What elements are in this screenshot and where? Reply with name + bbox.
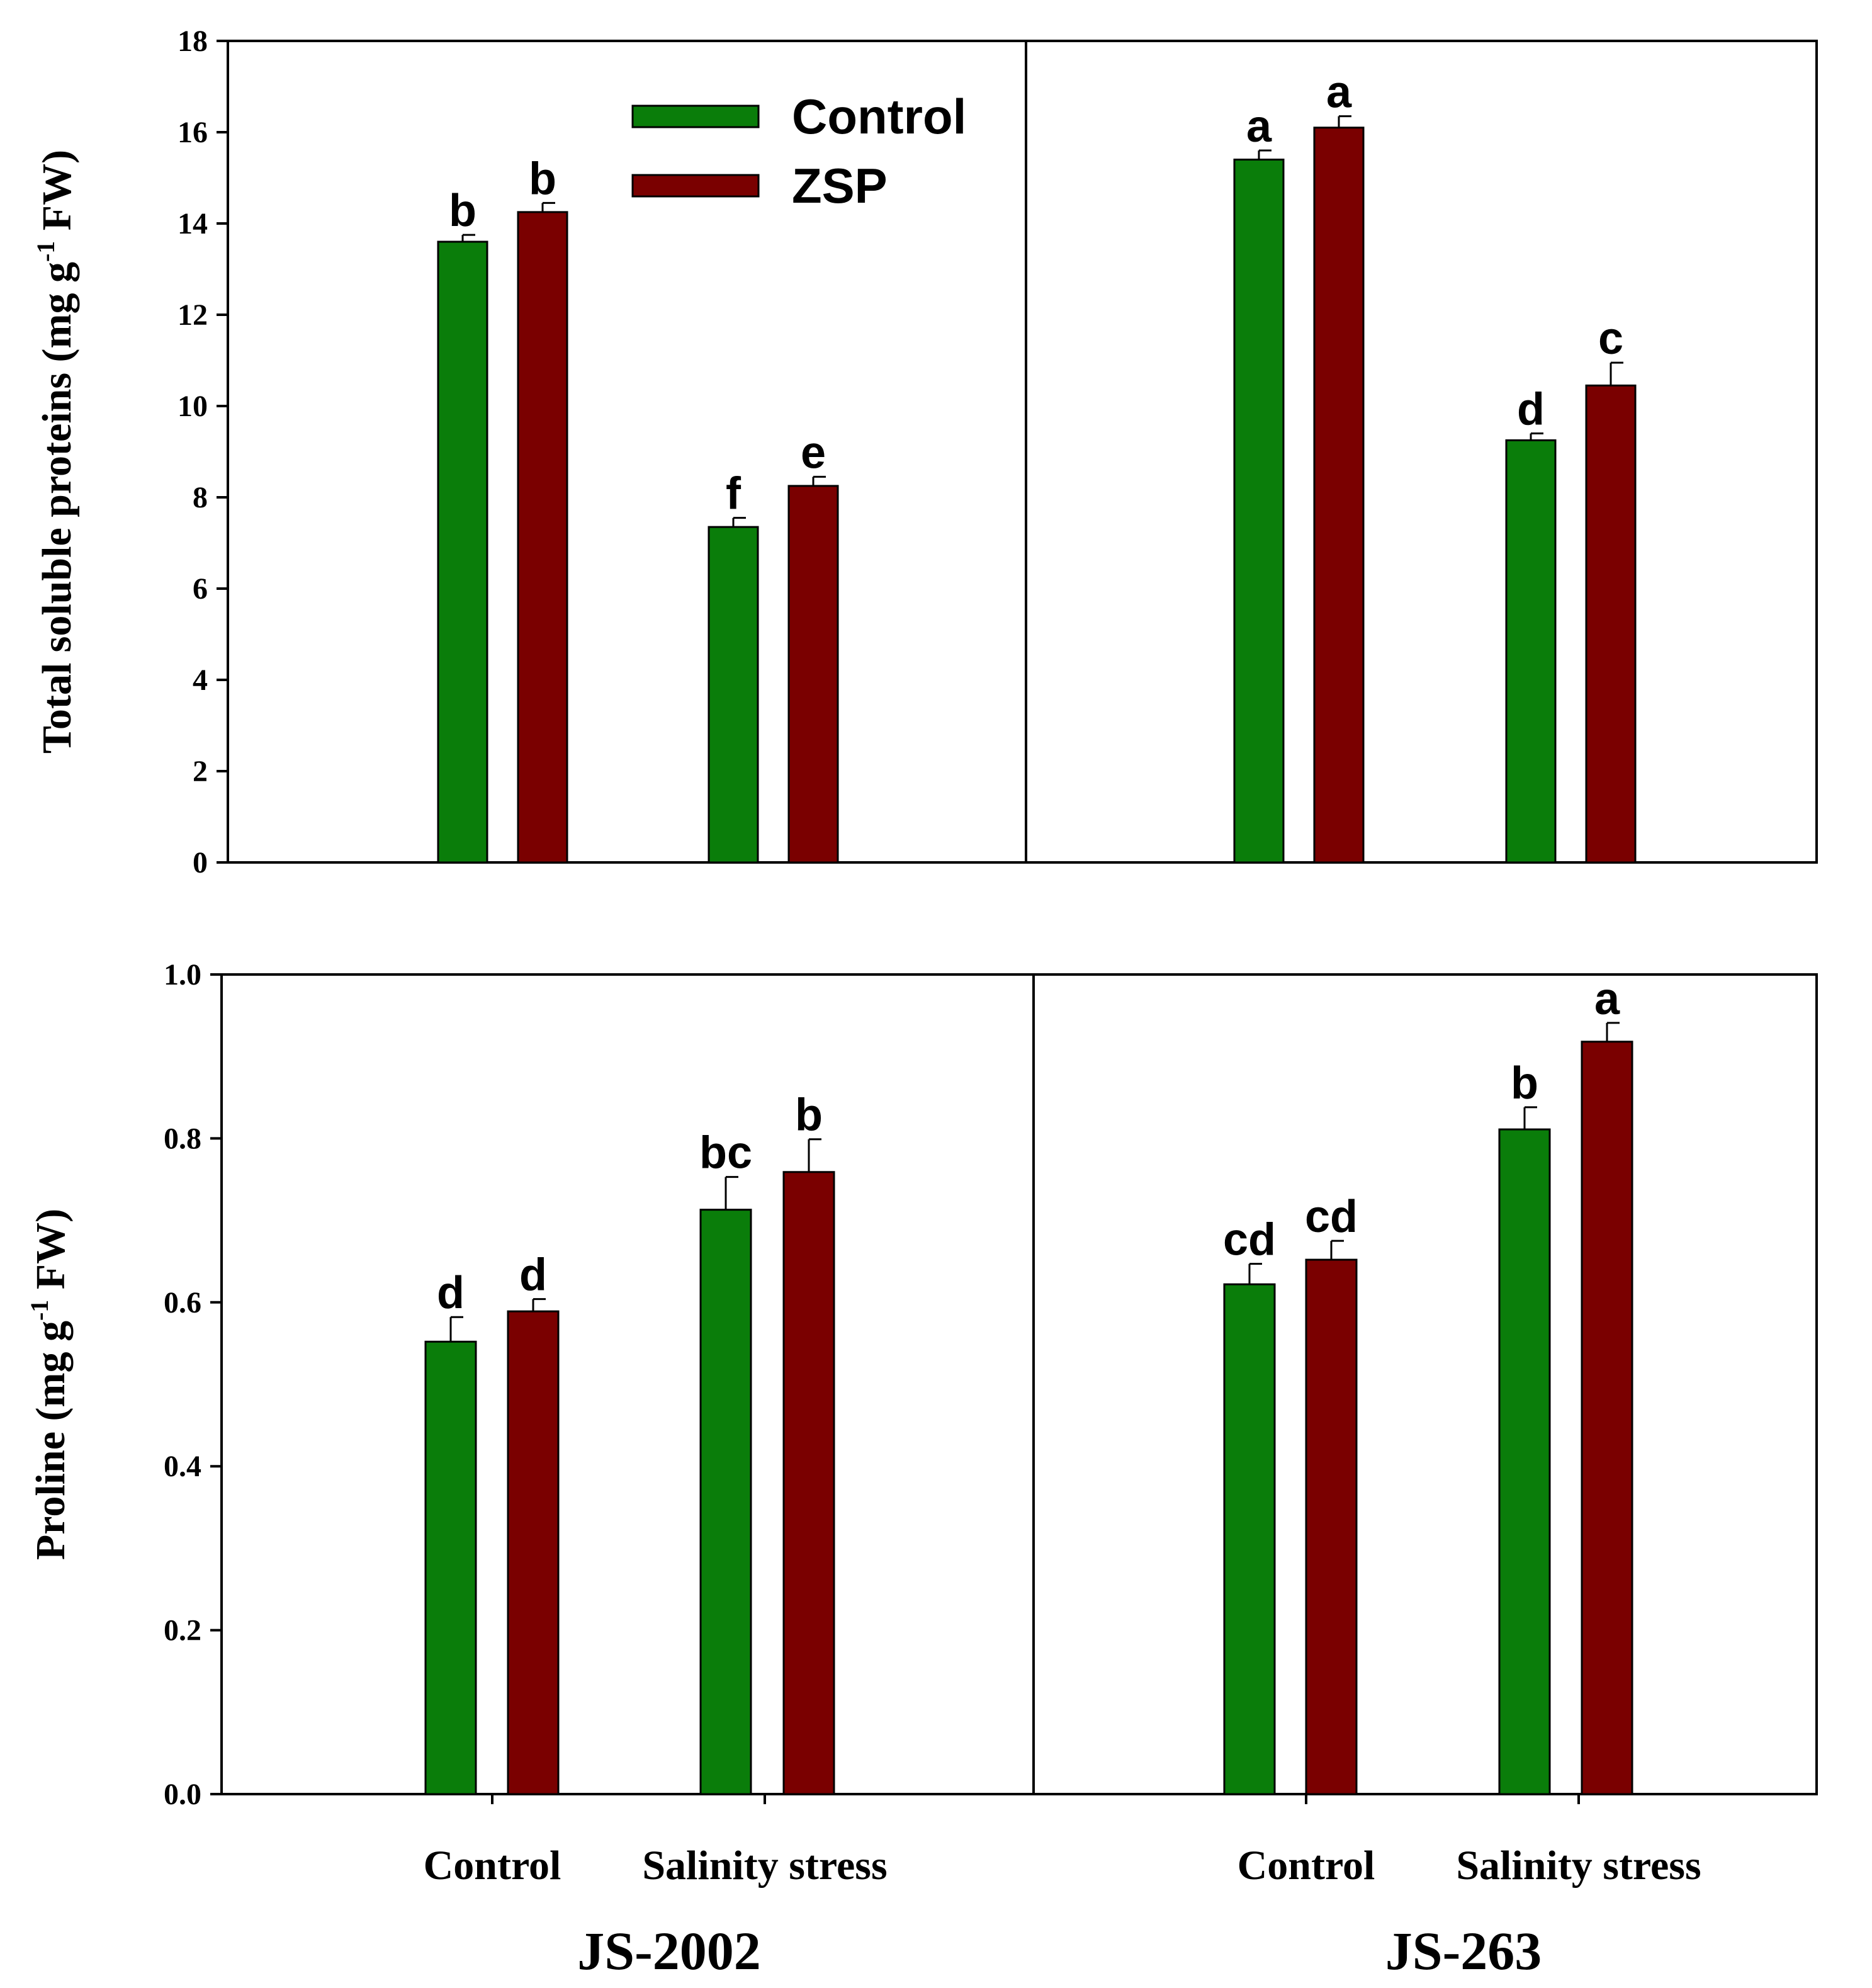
y-axis-title: Proline (mg g-1 FW) <box>25 1209 74 1560</box>
x-category-label-js263-salinity: Salinity stress <box>1456 1843 1701 1889</box>
y-tick-label: 4 <box>193 664 208 697</box>
legend: Control ZSP <box>631 89 966 213</box>
significance-letter: b <box>529 154 556 204</box>
significance-letter: d <box>437 1268 465 1318</box>
y-axis-title-sup: -1 <box>25 1300 54 1321</box>
y-tick-label: 1.0 <box>164 958 201 991</box>
y-tick-label: 10 <box>178 390 208 423</box>
bar-js-2002-salinity-stress-zsp <box>787 485 839 864</box>
significance-letter: a <box>1326 67 1352 118</box>
panels: 0 2 4 6 8 10 12 14 16 18 Total soluble proteins (m… <box>25 25 1818 1811</box>
y-axis-title-main: Proline (mg g <box>28 1321 74 1560</box>
bar-js-2002-salinity-stress-control <box>708 526 759 864</box>
significance-letter: b <box>795 1090 823 1141</box>
significance-letter: a <box>1246 101 1272 152</box>
y-tick-label: 0.4 <box>164 1450 201 1483</box>
significance-letter: a <box>1594 974 1620 1024</box>
y-tick-label: 16 <box>178 116 208 149</box>
y-axis-title-sup: -1 <box>31 241 60 262</box>
x-category-label-js263-control: Control <box>1238 1843 1375 1889</box>
y-tick-label: 0.6 <box>164 1286 201 1319</box>
bar-js-2002-control-control <box>437 240 488 864</box>
y-tick-label: 12 <box>178 298 208 332</box>
y-tick-label: 0 <box>193 846 208 879</box>
y-axis-title-unit: FW) <box>34 150 80 241</box>
significance-letter: cd <box>1305 1192 1358 1242</box>
legend-swatch-control <box>631 104 760 128</box>
bar-js-2002-control-control <box>424 1340 477 1795</box>
legend-label-zsp: ZSP <box>792 158 888 213</box>
significance-letter: b <box>1511 1058 1538 1109</box>
bar-js-263-control-control <box>1223 1283 1276 1795</box>
y-tick-label: 18 <box>178 25 208 58</box>
bar-js-2002-control-zsp <box>517 211 568 864</box>
bar-js-263-salinity-stress-zsp <box>1585 384 1637 864</box>
y-axis-title-main: Total soluble proteins (mg g <box>34 262 80 754</box>
y-tick-label: 14 <box>178 207 208 240</box>
legend-swatch-zsp <box>631 174 760 198</box>
legend-label-control: Control <box>792 89 966 144</box>
bar-js-263-control-control <box>1233 159 1285 864</box>
y-tick-label: 0.2 <box>164 1614 201 1647</box>
significance-letter: cd <box>1223 1215 1276 1265</box>
y-axis-title: Total soluble proteins (mg g-1 FW) <box>31 150 80 754</box>
significance-letter: e <box>801 427 826 478</box>
x-category-label-js2002-salinity: Salinity stress <box>642 1843 887 1889</box>
y-axis-title-unit: FW) <box>28 1209 74 1300</box>
significance-letter: f <box>726 469 741 519</box>
panel-2: 0.0 0.2 0.4 0.6 0.8 1.0 Proline (mg g-1 FW) d d b… <box>25 958 1818 1811</box>
x-category-label-js2002-control: Control <box>424 1843 561 1889</box>
y-tick-label: 2 <box>193 755 208 788</box>
y-tick-label: 8 <box>193 481 208 514</box>
significance-letter: bc <box>699 1128 752 1178</box>
bar-js-263-salinity-stress-control <box>1498 1128 1551 1795</box>
group-label-js263: JS-263 <box>1385 1921 1542 1981</box>
bar-js-2002-salinity-stress-control <box>699 1209 752 1795</box>
panel-1: 0 2 4 6 8 10 12 14 16 18 Total soluble proteins (m… <box>31 25 1818 879</box>
significance-letter: d <box>519 1250 547 1301</box>
y-tick-label: 0.8 <box>164 1122 201 1155</box>
x-axis-labels: Control Salinity stress Control Salinity… <box>424 1843 1701 1981</box>
bar-js-2002-control-zsp <box>507 1310 560 1795</box>
plot-frame <box>220 973 1818 1795</box>
bar-js-263-salinity-stress-control <box>1505 439 1557 864</box>
plot-frame <box>227 40 1818 864</box>
bar-js-263-control-zsp <box>1305 1258 1358 1795</box>
bar-js-263-control-zsp <box>1313 127 1365 864</box>
significance-letter: d <box>1517 385 1545 435</box>
significance-letter: c <box>1598 313 1623 364</box>
bar-js-263-salinity-stress-zsp <box>1581 1041 1633 1795</box>
significance-letter: b <box>449 186 476 236</box>
y-tick-label: 0.0 <box>164 1778 201 1811</box>
y-tick-label: 6 <box>193 572 208 606</box>
bar-js-2002-salinity-stress-zsp <box>782 1171 835 1795</box>
group-label-js2002: JS-2002 <box>577 1921 760 1981</box>
